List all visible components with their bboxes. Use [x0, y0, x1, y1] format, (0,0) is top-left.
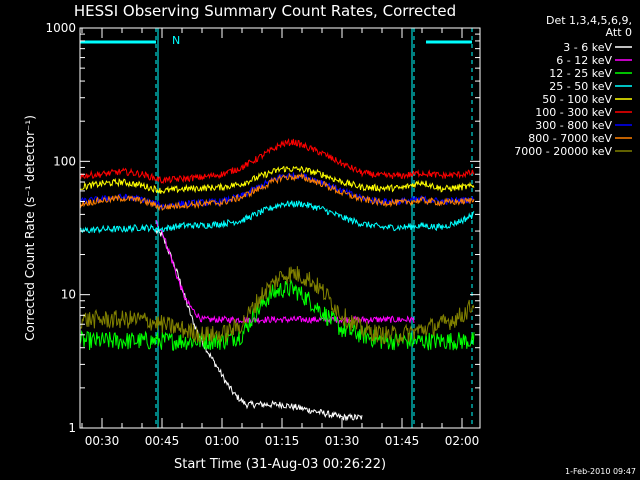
x-tick-label-0: 00:30 [85, 434, 120, 448]
plot-frame [79, 27, 481, 429]
x-tick-label-5: 01:45 [385, 434, 420, 448]
legend-header-0: Det 1,3,4,5,6,9, [546, 14, 632, 27]
legend-label-4: 50 - 100 keV [542, 93, 612, 106]
series-line-4 [80, 165, 475, 195]
legend-label-1: 6 - 12 keV [556, 54, 612, 67]
legend-label-8: 7000 - 20000 keV [514, 145, 612, 158]
legend-label-6: 300 - 800 keV [535, 119, 612, 132]
footer-timestamp: 1-Feb-2010 09:47 [565, 467, 636, 476]
y-tick-label-2: 100 [53, 154, 76, 168]
series-line-1 [155, 219, 415, 325]
series-line-0 [155, 227, 363, 421]
legend-label-0: 3 - 6 keV [563, 41, 612, 54]
annotation-n: N [172, 34, 180, 47]
series-line-6 [80, 172, 475, 210]
legend-label-5: 100 - 300 keV [535, 106, 612, 119]
legend-header-1: Att 0 [606, 26, 632, 39]
series-line-5 [80, 137, 475, 184]
x-tick-label-4: 01:30 [325, 434, 360, 448]
series-line-3 [80, 200, 475, 234]
x-tick-label-2: 01:00 [205, 434, 240, 448]
y-tick-label-0: 1 [68, 421, 76, 435]
x-tick-label-6: 02:00 [445, 434, 480, 448]
y-axis-label: Corrected Count Rate (s⁻¹ detector⁻¹) [23, 115, 37, 341]
x-axis-label: Start Time (31-Aug-03 00:26:22) [174, 457, 386, 472]
x-tick-label-1: 00:45 [145, 434, 180, 448]
chart-title: HESSI Observing Summary Count Rates, Cor… [74, 2, 456, 20]
y-tick-label-1: 10 [61, 288, 76, 302]
y-tick-label-3: 1000 [45, 21, 76, 35]
legend-label-7: 800 - 7000 keV [528, 132, 612, 145]
legend-label-3: 25 - 50 keV [549, 80, 612, 93]
series-line-7 [80, 172, 475, 212]
series-line-8 [80, 266, 475, 346]
x-tick-label-3: 01:15 [265, 434, 300, 448]
legend-label-2: 12 - 25 keV [549, 67, 612, 80]
